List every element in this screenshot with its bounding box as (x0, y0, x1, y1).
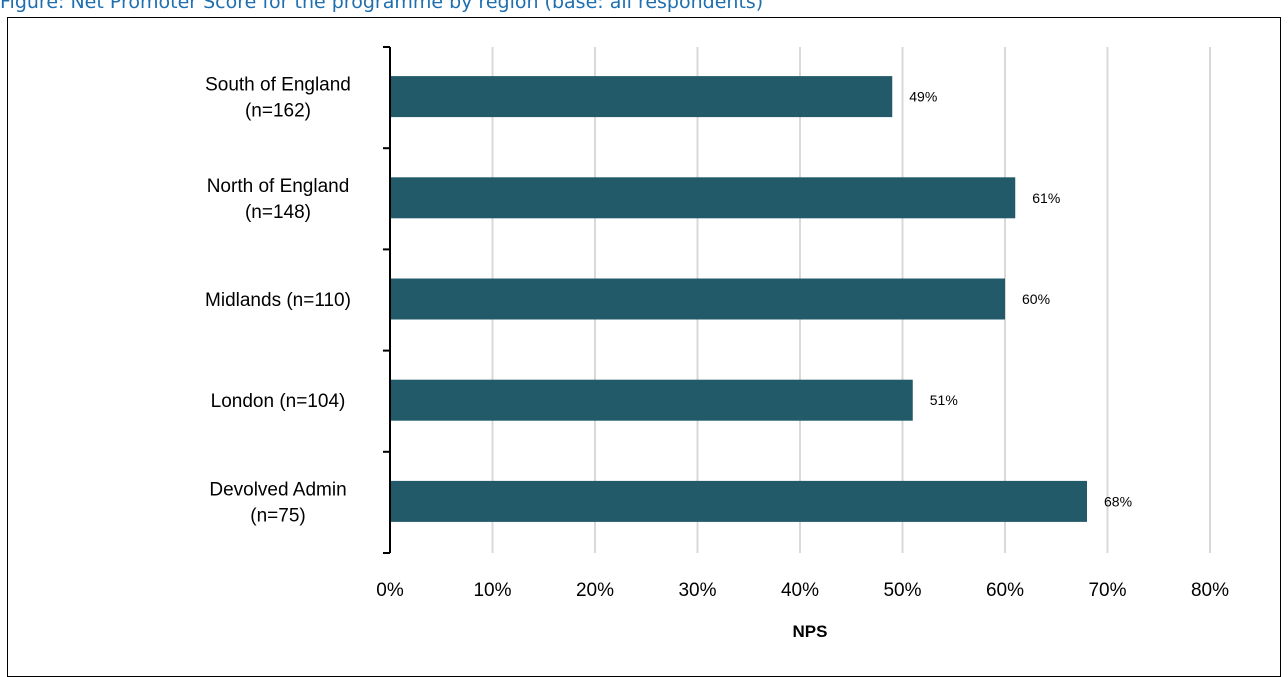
data-label: 49% (909, 89, 937, 105)
chart-svg: 0% 10% 20% 30% 40% 50% 60% 70% 80% 49% South of En… (205, 46, 1229, 641)
labels: 0% 10% 20% 30% 40% 50% 60% 70% 80% 49% South of En… (205, 75, 1229, 601)
data-label: 60% (1022, 291, 1050, 307)
axes (383, 46, 391, 554)
category-label: Devolved Admin (n=75) (209, 479, 346, 526)
bar (390, 76, 893, 118)
category-label: Midlands (n=110) (205, 290, 351, 311)
x-tick-label: 30% (678, 580, 716, 601)
bar (390, 480, 1087, 522)
bar (390, 177, 1016, 219)
bar (390, 278, 1005, 320)
bars (390, 76, 1087, 522)
category-label: London (n=104) (211, 391, 346, 412)
x-tick-label: 10% (473, 580, 511, 601)
x-tick-label: 50% (883, 580, 921, 601)
category-label: North of England (n=148) (207, 176, 350, 223)
x-tick-label: 70% (1088, 580, 1126, 601)
x-tick-label: 0% (376, 580, 404, 601)
category-label: South of England (n=162) (205, 75, 351, 122)
x-tick-label: 80% (1191, 580, 1229, 601)
bar (390, 379, 913, 421)
x-axis-title: NPS (793, 622, 828, 641)
x-tick-label: 20% (576, 580, 614, 601)
data-label: 68% (1104, 493, 1132, 509)
figure-caption: Figure: Net Promoter Score for the progr… (0, 0, 764, 13)
x-tick-label: 60% (986, 580, 1024, 601)
data-label: 61% (1032, 190, 1060, 206)
data-label: 51% (930, 392, 958, 408)
x-tick-label: 40% (781, 580, 819, 601)
